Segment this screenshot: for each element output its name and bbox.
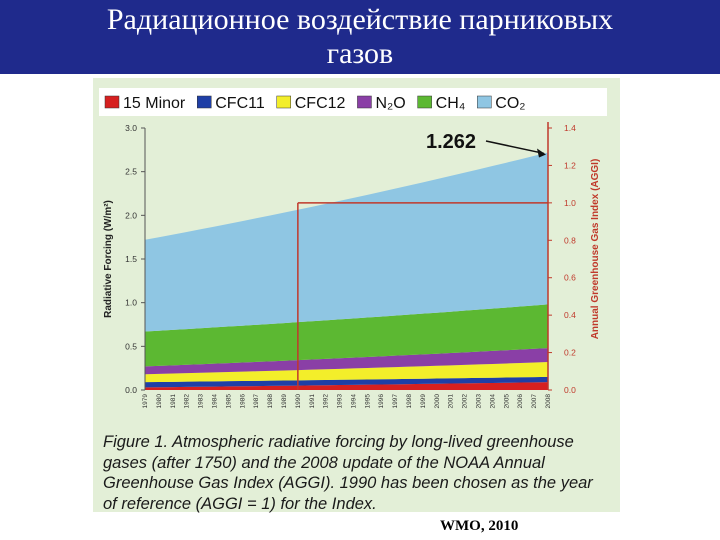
area-series-5: [145, 304, 548, 367]
y-tick-label: 2.5: [125, 167, 137, 177]
y-tick-label: 1.0: [125, 298, 137, 308]
x-tick-label: 1999: [420, 394, 427, 409]
x-tick-label: 1980: [156, 394, 163, 409]
slide-title-bar: Радиационное воздействие парниковых газо…: [0, 0, 720, 74]
x-tick-label: 1987: [253, 394, 260, 409]
x-tick-label: 1990: [295, 394, 302, 409]
y2-axis-title: Annual Greenhouse Gas Index (AGGI): [590, 159, 601, 340]
x-tick-label: 1988: [267, 394, 274, 409]
legend-label-1: 15 Minor: [123, 95, 186, 112]
chart-figure: 0.0 0.5 1.0 1.5 2.0 2.5 3.0 Radiative Forcing (…: [93, 78, 620, 513]
y-tick-label: 0.5: [125, 341, 137, 351]
y-tick-label: 1.5: [125, 254, 137, 264]
legend-swatch-1: [104, 95, 120, 109]
annotation-arrow-head: [537, 148, 546, 158]
x-tick-label: 1983: [198, 394, 205, 409]
y2-tick-label: 1.4: [564, 123, 576, 133]
x-tick-label: 1993: [337, 394, 344, 409]
x-tick-label: 2007: [531, 394, 538, 409]
legend-swatch-3: [276, 95, 291, 109]
y2-tick-label: 0.6: [564, 273, 576, 283]
legend-swatch-4: [357, 95, 372, 109]
legend-swatch-6: [477, 95, 492, 109]
x-tick-label: 1994: [350, 394, 357, 409]
x-tick-label: 1979: [142, 394, 149, 409]
slide-title-line1: Радиационное воздействие парниковых: [106, 3, 614, 36]
legend-label-3: CFC12: [295, 95, 346, 112]
x-tick-label: 1982: [184, 394, 191, 409]
x-tick-label: 2006: [517, 394, 524, 409]
x-tick-label: 1996: [378, 394, 385, 409]
x-tick-label: 2004: [489, 394, 496, 409]
x-tick-label: 1981: [170, 394, 177, 409]
x-tick-label: 1998: [406, 394, 413, 409]
x-tick-label: 1997: [392, 394, 399, 409]
legend-swatch-2: [197, 95, 212, 109]
y-tick-label: 2.0: [125, 210, 137, 220]
area-series-1: [145, 382, 548, 390]
y2-tick-label: 1.2: [564, 160, 576, 170]
y-axis-title: Radiative Forcing (W/m²): [103, 200, 114, 318]
area-series-6: [145, 152, 548, 332]
legend-label-6: CO₂: [495, 95, 525, 112]
legend-label-2: CFC11: [215, 95, 265, 112]
area-series-4: [145, 348, 548, 375]
y2-tick-label: 0.8: [564, 235, 576, 245]
x-tick-label: 2002: [462, 394, 469, 409]
radiative-forcing-chart: 0.0 0.5 1.0 1.5 2.0 2.5 3.0 Radiative Forcing (…: [103, 95, 601, 409]
x-tick-label: 1989: [281, 394, 288, 409]
figure-caption: Figure 1. Atmospheric radiative forcing …: [103, 433, 593, 513]
x-tick-label: 1984: [211, 394, 218, 409]
x-tick-label: 2005: [503, 394, 510, 409]
x-tick-label: 2003: [476, 394, 483, 409]
x-tick-label: 1995: [364, 394, 371, 409]
x-tick-label: 1991: [309, 394, 316, 409]
y2-tick-label: 0.0: [564, 385, 576, 395]
x-tick-label: 1985: [225, 394, 232, 409]
y-tick-label: 0.0: [125, 385, 137, 395]
legend-label-4: N₂O: [375, 95, 405, 112]
y-tick-label: 3.0: [125, 123, 137, 133]
x-tick-label: 2001: [448, 394, 455, 409]
area-series-2: [145, 376, 548, 388]
x-tick-label: 2000: [434, 394, 441, 409]
source-credit: WMO, 2010: [440, 518, 519, 534]
x-tick-label: 1986: [239, 394, 246, 409]
annotation-value: 1.262: [426, 131, 476, 153]
area-series-3: [145, 362, 548, 383]
slide-title-line2: газов: [326, 37, 394, 70]
y2-tick-label: 0.4: [564, 310, 576, 320]
legend-background: [99, 88, 607, 116]
annotation-arrow-line: [485, 140, 545, 155]
y2-tick-label: 1.0: [564, 198, 576, 208]
legend-label-5: CH₄: [436, 95, 466, 112]
x-tick-label: 1992: [323, 394, 330, 409]
legend-swatch-5: [417, 95, 432, 109]
x-tick-label: 2008: [545, 394, 552, 409]
y2-tick-label: 0.2: [564, 348, 576, 358]
